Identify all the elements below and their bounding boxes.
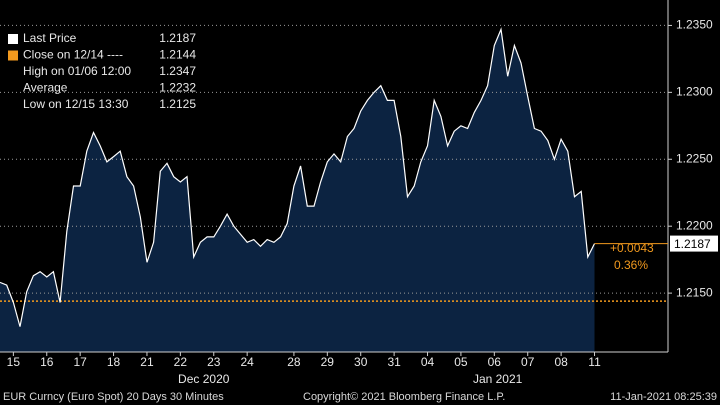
legend-label: Low on 12/15 13:30: [23, 97, 129, 111]
y-tick-label: 1.2200: [676, 218, 713, 232]
footer-timestamp: 11-Jan-2021 08:25:39: [610, 391, 717, 403]
legend-value: 1.2187: [159, 31, 196, 45]
legend-value: 1.2347: [159, 64, 196, 78]
legend-label: Close on 12/14 ----: [23, 48, 123, 62]
footer-copyright: Copyright© 2021 Bloomberg Finance L.P.: [303, 391, 505, 403]
x-tick-label: 31: [387, 355, 401, 369]
change-annotation: +0.0043: [610, 241, 654, 255]
x-tick-label: 05: [454, 355, 468, 369]
last-price-box: [670, 235, 718, 252]
price-line: [0, 27, 596, 327]
y-tick-label: 1.2250: [676, 151, 713, 165]
y-tick-label: 1.2350: [676, 18, 713, 32]
legend-box: [0, 28, 200, 116]
x-tick-label: 29: [321, 355, 335, 369]
last-price-label: 1.2187: [674, 237, 711, 251]
month-label: Dec 2020: [178, 372, 230, 386]
x-tick-label: 11: [588, 355, 601, 369]
legend-label: High on 01/06 12:00: [23, 64, 131, 78]
x-tick-label: 23: [207, 355, 221, 369]
x-tick-label: 28: [287, 355, 301, 369]
x-tick-label: 24: [240, 355, 254, 369]
change-pct-annotation: 0.36%: [614, 258, 648, 272]
plot-area: [0, 29, 595, 353]
footer-security: EUR Curncy (Euro Spot) 20 Days 30 Minute…: [3, 391, 224, 403]
x-tick-label: 15: [7, 355, 21, 369]
y-tick-label: 1.2300: [676, 85, 713, 99]
price-area: [0, 29, 595, 353]
x-tick-label: 06: [488, 355, 502, 369]
legend-label: Last Price: [23, 31, 77, 45]
legend-swatch: [8, 34, 18, 44]
x-tick-label: 30: [354, 355, 368, 369]
month-label: Jan 2021: [473, 372, 523, 386]
legend-value: 1.2144: [159, 48, 196, 62]
y-tick-label: 1.2150: [676, 285, 713, 299]
x-tick-label: 04: [421, 355, 435, 369]
legend-value: 1.2125: [159, 97, 196, 111]
x-tick-label: 07: [521, 355, 535, 369]
x-tick-label: 21: [140, 355, 154, 369]
x-tick-label: 16: [40, 355, 54, 369]
x-tick-label: 18: [107, 355, 121, 369]
x-tick-label: 22: [174, 355, 188, 369]
legend-swatch: [8, 50, 18, 61]
x-tick-label: 08: [554, 355, 568, 369]
legend-label: Average: [23, 81, 68, 95]
legend-value: 1.2232: [159, 81, 196, 95]
x-tick-label: 17: [73, 355, 87, 369]
